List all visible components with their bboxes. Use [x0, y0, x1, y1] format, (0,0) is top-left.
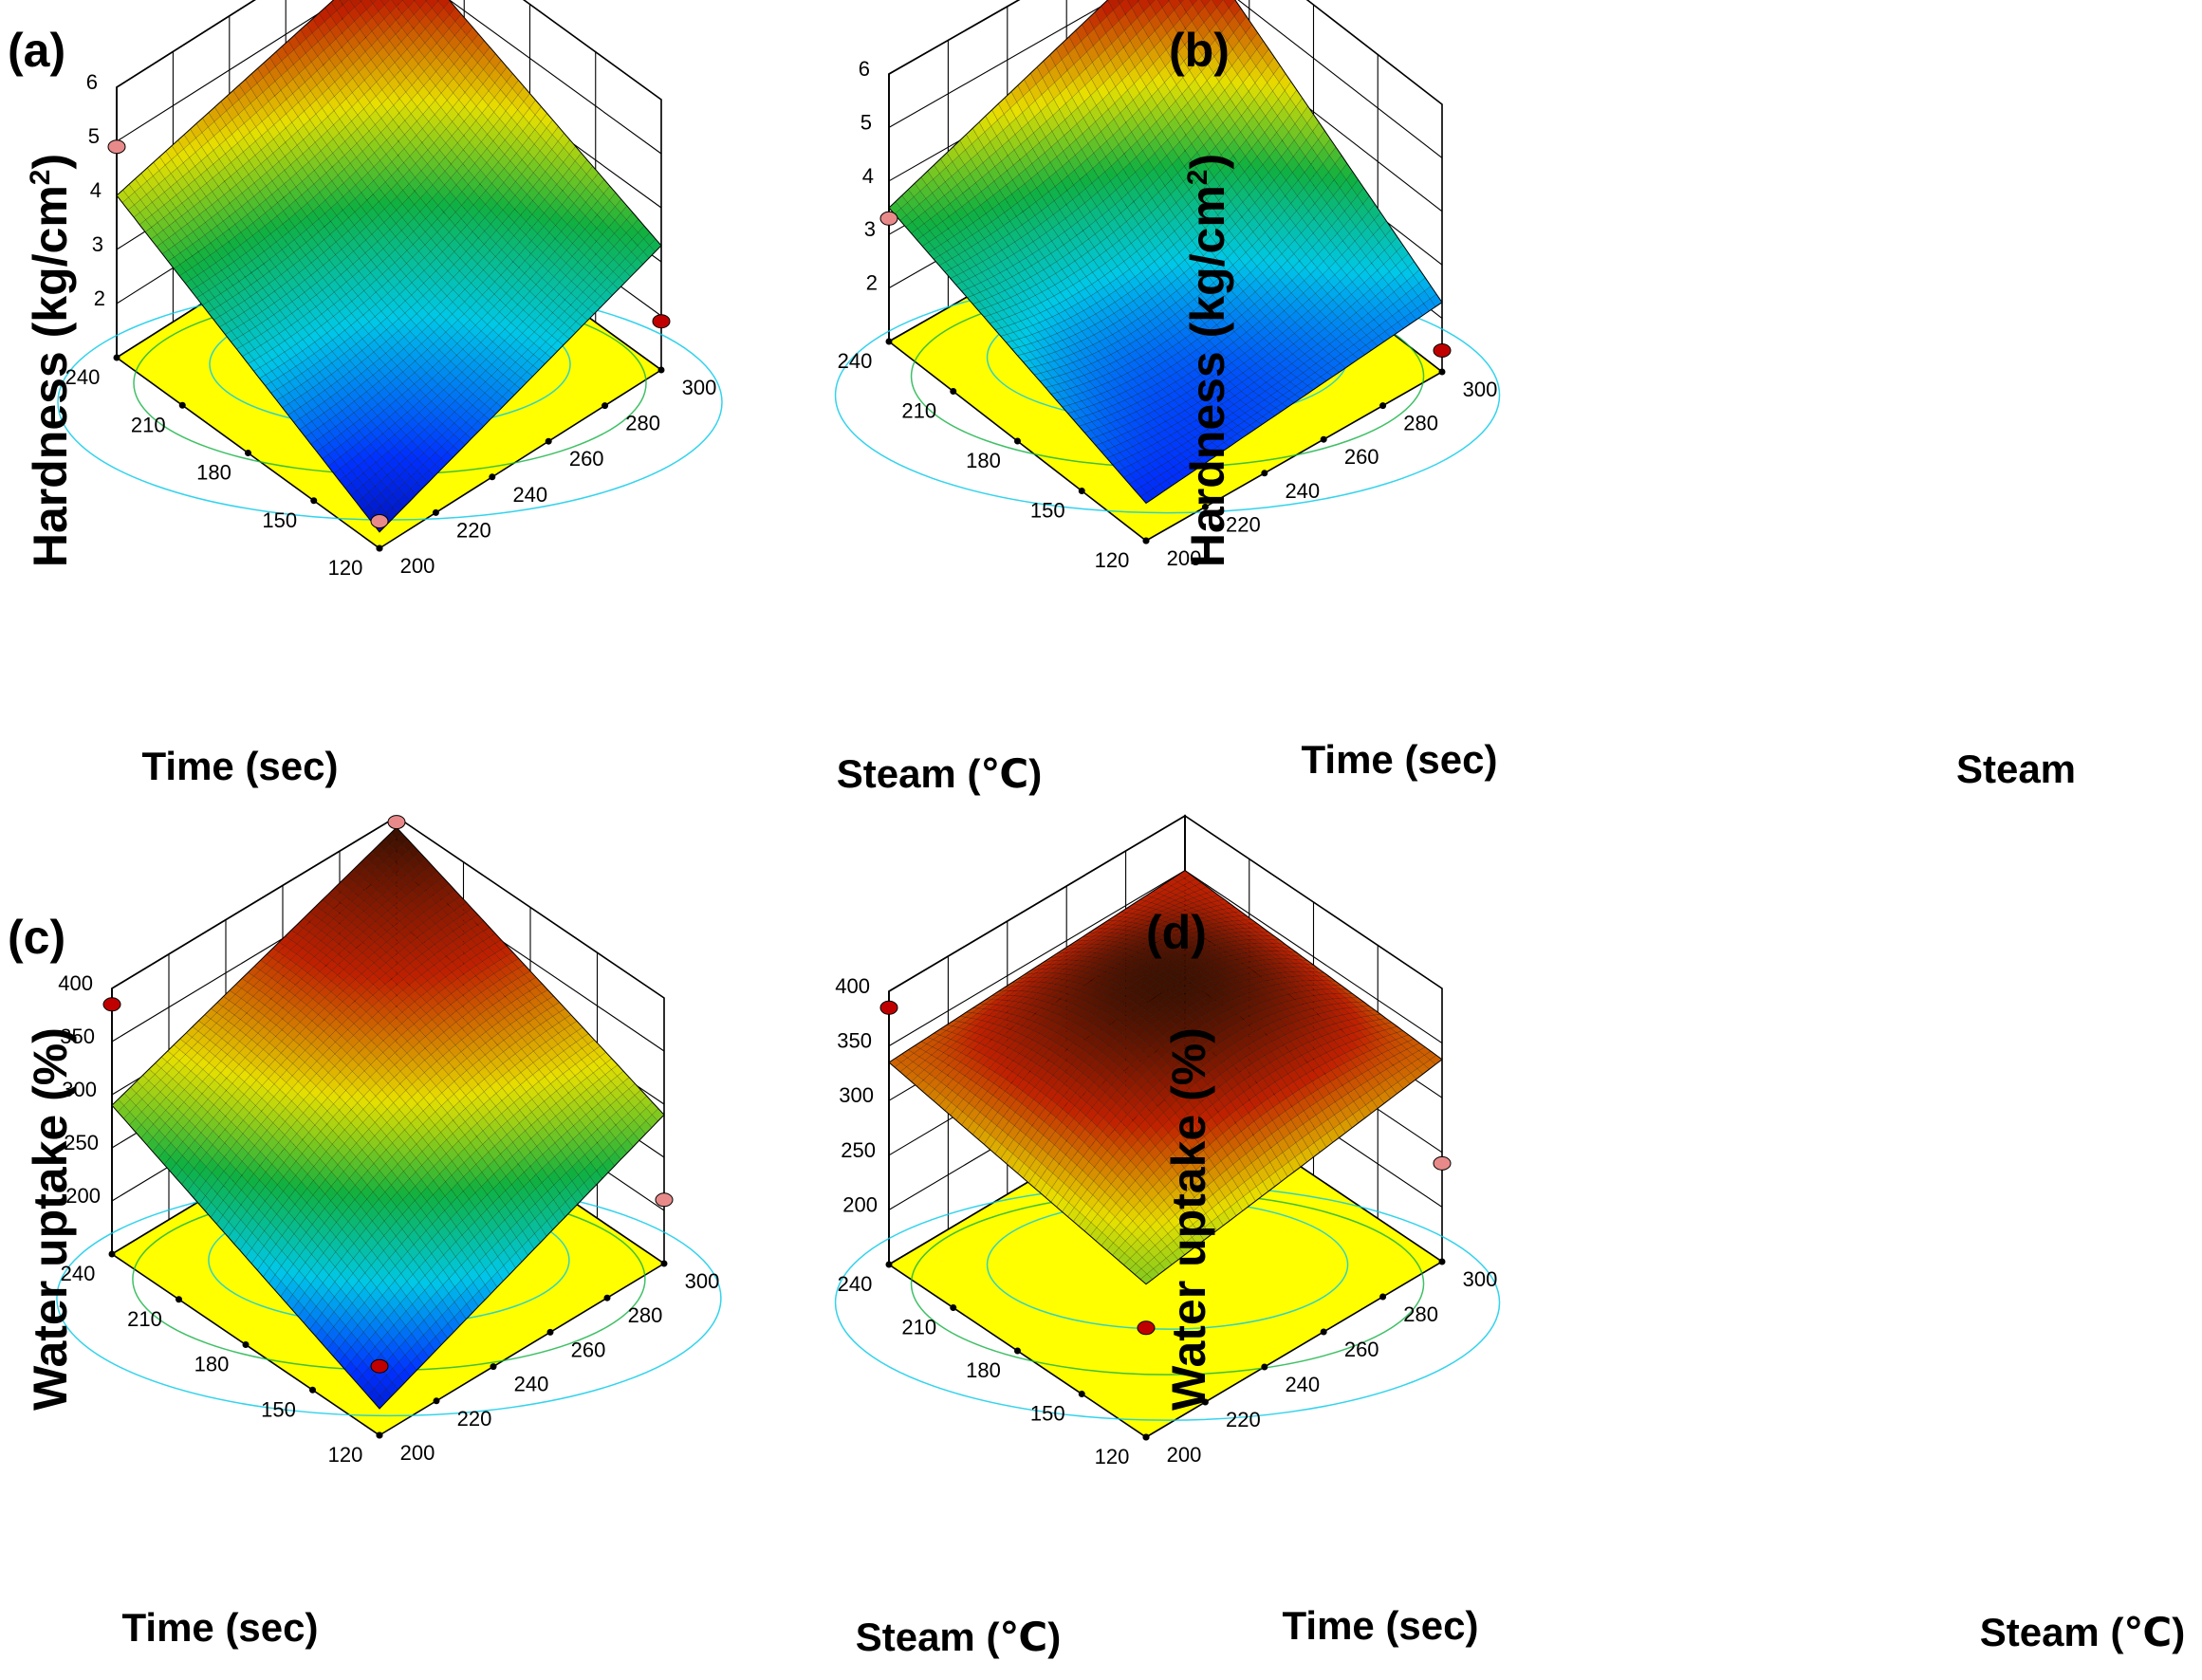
- grid-line: [116, 0, 662, 101]
- x-tick-mark: [657, 366, 665, 374]
- panel-b-surface: [888, 0, 1443, 505]
- y-tick-mark: [1142, 537, 1150, 545]
- panel-b-x-axis-title: Steam: [1956, 747, 2076, 791]
- z-tick-label: 4: [862, 164, 874, 188]
- panel-label-a: (a): [8, 24, 65, 77]
- z-tick-label: 3: [92, 232, 103, 256]
- y-tick-label: 150: [1030, 499, 1065, 523]
- y-tick-mark: [885, 338, 893, 345]
- design-point: [879, 211, 898, 226]
- y-tick-mark: [113, 354, 120, 361]
- x-tick-mark: [1320, 435, 1327, 443]
- y-tick-label: 120: [1095, 548, 1130, 572]
- y-tick-mark: [310, 497, 318, 505]
- x-tick-mark: [1379, 402, 1387, 410]
- y-tick-mark: [1078, 488, 1085, 494]
- x-tick-label: 200: [400, 554, 435, 578]
- z-tick-label: 6: [86, 70, 98, 94]
- z-tick-label: 3: [864, 217, 876, 241]
- design-point: [370, 514, 389, 528]
- x-tick-label: 260: [1344, 445, 1379, 469]
- panel-b-y-axis-title: Time (sec): [1302, 737, 1498, 782]
- x-tick-label: 220: [456, 518, 491, 542]
- z-tick-label: 5: [860, 110, 872, 134]
- y-tick-label: 150: [262, 508, 297, 532]
- panel-c: 2002202402602803001201501802102402002503…: [8, 815, 1061, 1659]
- z-tick-label: 6: [859, 57, 870, 81]
- design-point: [652, 314, 671, 329]
- y-tick-mark: [950, 388, 957, 395]
- panel-label-b: (b): [1169, 24, 1230, 77]
- z-tick-label: 4: [90, 178, 102, 202]
- y-tick-label: 180: [196, 461, 231, 485]
- panel-a-x-axis-title: Steam (℃): [837, 751, 1043, 796]
- x-tick-label: 280: [625, 412, 660, 435]
- x-tick-label: 280: [1403, 412, 1438, 435]
- surface-cell: [424, 0, 428, 2]
- x-tick-label: 300: [1463, 378, 1498, 401]
- x-tick-mark: [601, 402, 609, 410]
- y-tick-label: 180: [966, 449, 1001, 472]
- surface-cell: [359, 0, 363, 2]
- panel-a-y-axis-title: Time (sec): [142, 744, 339, 788]
- design-point: [1433, 342, 1452, 358]
- x-tick-label: 240: [1285, 479, 1320, 503]
- y-tick-label: 120: [328, 556, 363, 580]
- surface-cell: [369, 0, 378, 5]
- z-tick-label: 5: [88, 124, 100, 148]
- x-tick-mark: [545, 437, 552, 445]
- y-tick-label: 210: [131, 413, 166, 436]
- panel-a-z-axis-title: Hardness (kg/cm2): [24, 154, 77, 567]
- y-tick-mark: [376, 545, 383, 552]
- z-tick-label: 2: [866, 271, 878, 295]
- x-tick-mark: [489, 473, 496, 481]
- y-tick-mark: [178, 401, 186, 409]
- y-tick-mark: [1014, 437, 1021, 445]
- x-tick-mark: [1261, 470, 1268, 477]
- grid-line: [116, 0, 662, 155]
- z-tick-label: 2: [94, 286, 105, 310]
- y-tick-label: 210: [901, 399, 936, 423]
- x-tick-mark: [432, 508, 439, 516]
- panel-c-surface: [111, 826, 665, 1410]
- design-point: [107, 139, 126, 155]
- surface-cell: [436, 0, 440, 2]
- x-tick-label: 300: [682, 376, 717, 399]
- panel-a-surface: [116, 0, 662, 533]
- x-tick-label: 260: [569, 447, 604, 471]
- y-tick-mark: [245, 450, 251, 456]
- panel-b-z-axis-title: Hardness (kg/cm2): [1181, 154, 1234, 567]
- x-tick-label: 240: [512, 483, 547, 507]
- y-tick-label: 240: [838, 349, 873, 373]
- x-tick-mark: [1438, 368, 1446, 376]
- panel-a: 200 220 240 260 280 300 120 150 180 210 240 2 3 4 5 6 (…: [8, 0, 1042, 796]
